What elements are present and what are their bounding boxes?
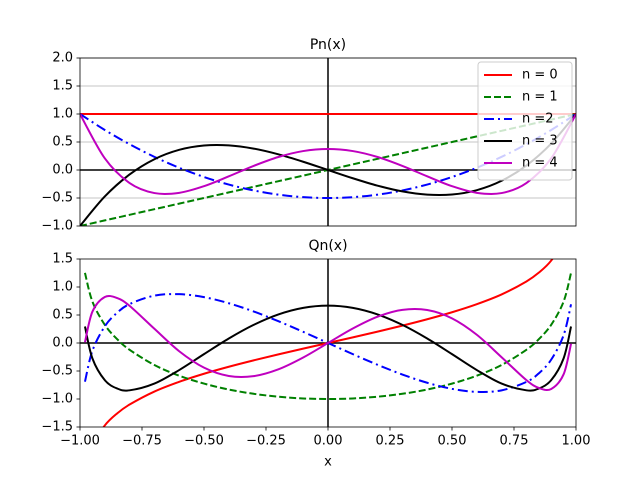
x-tick-label: 1.00	[562, 434, 591, 449]
x-tick-label: −0.75	[122, 434, 162, 449]
legend-label: n = 3	[522, 134, 558, 149]
y-tick-label: 1.0	[52, 280, 73, 295]
legend-label: n = 0	[522, 68, 558, 83]
y-tick-label: 2.0	[52, 51, 73, 66]
axes-frame	[79, 258, 577, 428]
x-tick-label: 0.25	[376, 434, 405, 449]
x-tick-label: −0.50	[184, 434, 224, 449]
legend-box	[477, 61, 573, 181]
series-line	[80, 113, 576, 200]
chart-title: Pn(x)	[310, 37, 346, 53]
y-tick-label: 0.0	[52, 163, 73, 178]
series-line	[83, 304, 573, 392]
x-tick-label: −0.25	[246, 434, 286, 449]
axes-frame	[79, 57, 577, 227]
x-tick-label: −1.00	[60, 434, 100, 449]
y-tick-label: −1.0	[41, 219, 73, 234]
y-tick-label: 0.5	[52, 308, 73, 323]
y-tick-label: 0.5	[52, 135, 73, 150]
series-line	[83, 272, 573, 401]
y-tick-label: 1.5	[52, 79, 73, 94]
y-tick-label: −1.0	[41, 392, 73, 407]
series-line	[83, 294, 573, 392]
x-axis-label: x	[324, 455, 332, 470]
x-tick-label: 0.75	[500, 434, 529, 449]
x-tick-label: 0.50	[438, 434, 467, 449]
y-tick-label: −1.5	[41, 420, 73, 435]
y-tick-label: 1.0	[52, 107, 73, 122]
y-tick-label: 0.0	[52, 336, 73, 351]
legend-label: n = 4	[522, 156, 558, 171]
series-line	[80, 113, 576, 196]
y-tick-label: −0.5	[41, 191, 73, 206]
y-tick-label: −0.5	[41, 364, 73, 379]
x-tick-label: 0.00	[314, 434, 343, 449]
legend-label: n = 1	[522, 90, 558, 105]
series-line	[80, 113, 576, 226]
legend-label: n =2	[522, 112, 554, 127]
y-tick-label: 1.5	[52, 252, 73, 267]
chart-title: Qn(x)	[308, 238, 347, 254]
